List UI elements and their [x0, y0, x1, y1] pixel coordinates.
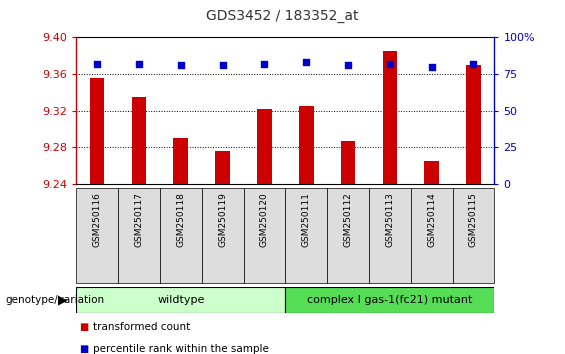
Bar: [118, 188, 160, 283]
Text: ■: ■: [79, 344, 88, 354]
Text: percentile rank within the sample: percentile rank within the sample: [93, 344, 269, 354]
Point: [260, 61, 269, 67]
Text: ▶: ▶: [58, 293, 68, 307]
Bar: [411, 188, 453, 283]
Bar: [76, 287, 285, 313]
Text: GDS3452 / 183352_at: GDS3452 / 183352_at: [206, 9, 359, 23]
Bar: [453, 188, 494, 283]
Text: ■: ■: [79, 322, 88, 332]
Point: [93, 61, 102, 67]
Text: GSM250117: GSM250117: [134, 193, 144, 247]
Bar: [327, 188, 369, 283]
Bar: [244, 188, 285, 283]
Text: complex I gas-1(fc21) mutant: complex I gas-1(fc21) mutant: [307, 295, 472, 305]
Text: wildtype: wildtype: [157, 295, 205, 305]
Bar: [202, 188, 244, 283]
Text: GSM250119: GSM250119: [218, 193, 227, 247]
Text: GSM250120: GSM250120: [260, 193, 269, 247]
Text: genotype/variation: genotype/variation: [6, 295, 105, 305]
Bar: [466, 65, 481, 184]
Text: GSM250113: GSM250113: [385, 193, 394, 247]
Point: [469, 61, 478, 67]
Bar: [299, 106, 314, 184]
Point: [302, 59, 311, 65]
Bar: [383, 51, 397, 184]
Point: [134, 61, 144, 67]
Bar: [257, 109, 272, 184]
Bar: [285, 287, 494, 313]
Text: GSM250114: GSM250114: [427, 193, 436, 247]
Point: [427, 64, 436, 69]
Bar: [76, 188, 118, 283]
Bar: [369, 188, 411, 283]
Bar: [215, 151, 230, 184]
Bar: [90, 79, 105, 184]
Text: GSM250116: GSM250116: [93, 193, 102, 247]
Text: GSM250111: GSM250111: [302, 193, 311, 247]
Text: GSM250118: GSM250118: [176, 193, 185, 247]
Bar: [285, 188, 327, 283]
Point: [218, 62, 227, 68]
Bar: [341, 141, 355, 184]
Text: transformed count: transformed count: [93, 322, 190, 332]
Point: [344, 62, 353, 68]
Bar: [160, 188, 202, 283]
Point: [176, 62, 185, 68]
Text: GSM250115: GSM250115: [469, 193, 478, 247]
Text: GSM250112: GSM250112: [344, 193, 353, 247]
Bar: [173, 138, 188, 184]
Bar: [132, 97, 146, 184]
Bar: [424, 161, 439, 184]
Point: [385, 61, 394, 67]
